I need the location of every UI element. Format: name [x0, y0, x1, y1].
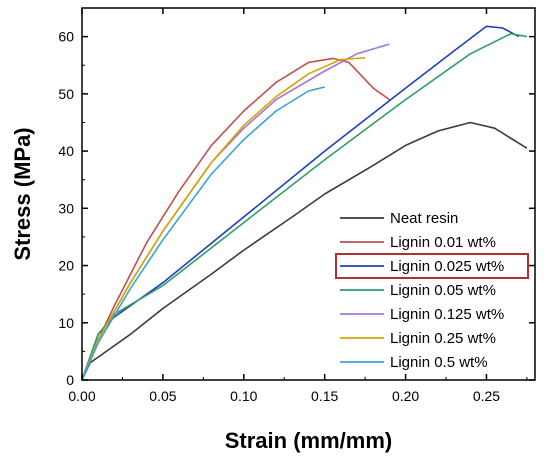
series-layer [81, 25, 528, 381]
axes-layer: 0.00 0.05 0.10 0.15 0.20 0.25 0 10 20 30 40 50 60 [58, 7, 536, 404]
legend-highlight-box [335, 253, 529, 279]
y-axis-title: Stress (MPa) [10, 127, 35, 260]
x-axis-title: Strain (mm/mm) [225, 428, 392, 453]
legend-label: Lignin 0.5 wt% [390, 354, 488, 371]
x-tick-label: 0.15 [311, 388, 338, 404]
x-tick-label: 0.00 [68, 388, 95, 404]
plot-frame [81, 7, 536, 381]
y-tick-label: 10 [58, 315, 74, 331]
legend-label: Lignin 0.01 wt% [390, 234, 496, 251]
legend: Neat resin Lignin 0.01 wt% Lignin 0.025 wt… [335, 210, 529, 371]
y-tick-label: 30 [58, 200, 74, 216]
x-tick-label: 0.20 [392, 388, 419, 404]
series-line-2 [81, 57, 390, 381]
y-tick-label: 60 [58, 29, 74, 45]
plot-area [82, 8, 535, 380]
series-line-7 [81, 86, 325, 381]
legend-label: Lignin 0.25 wt% [390, 330, 496, 347]
series-line-6 [81, 57, 366, 381]
x-tick-label: 0.10 [230, 388, 257, 404]
y-tick-label: 40 [58, 143, 74, 159]
y-tick-label: 0 [66, 372, 74, 388]
plot-background [82, 8, 535, 380]
legend-label: Lignin 0.05 wt% [390, 282, 496, 299]
series-line-3 [81, 25, 520, 381]
y-tick-label: 50 [58, 86, 74, 102]
y-tick-label: 20 [58, 258, 74, 274]
legend-label: Neat resin [390, 210, 458, 227]
series-line-1 [81, 121, 528, 381]
x-tick-label: 0.05 [149, 388, 176, 404]
legend-label: Lignin 0.125 wt% [390, 306, 504, 323]
legend-label: Lignin 0.025 wt% [390, 258, 504, 275]
x-tick-label: 0.25 [473, 388, 500, 404]
